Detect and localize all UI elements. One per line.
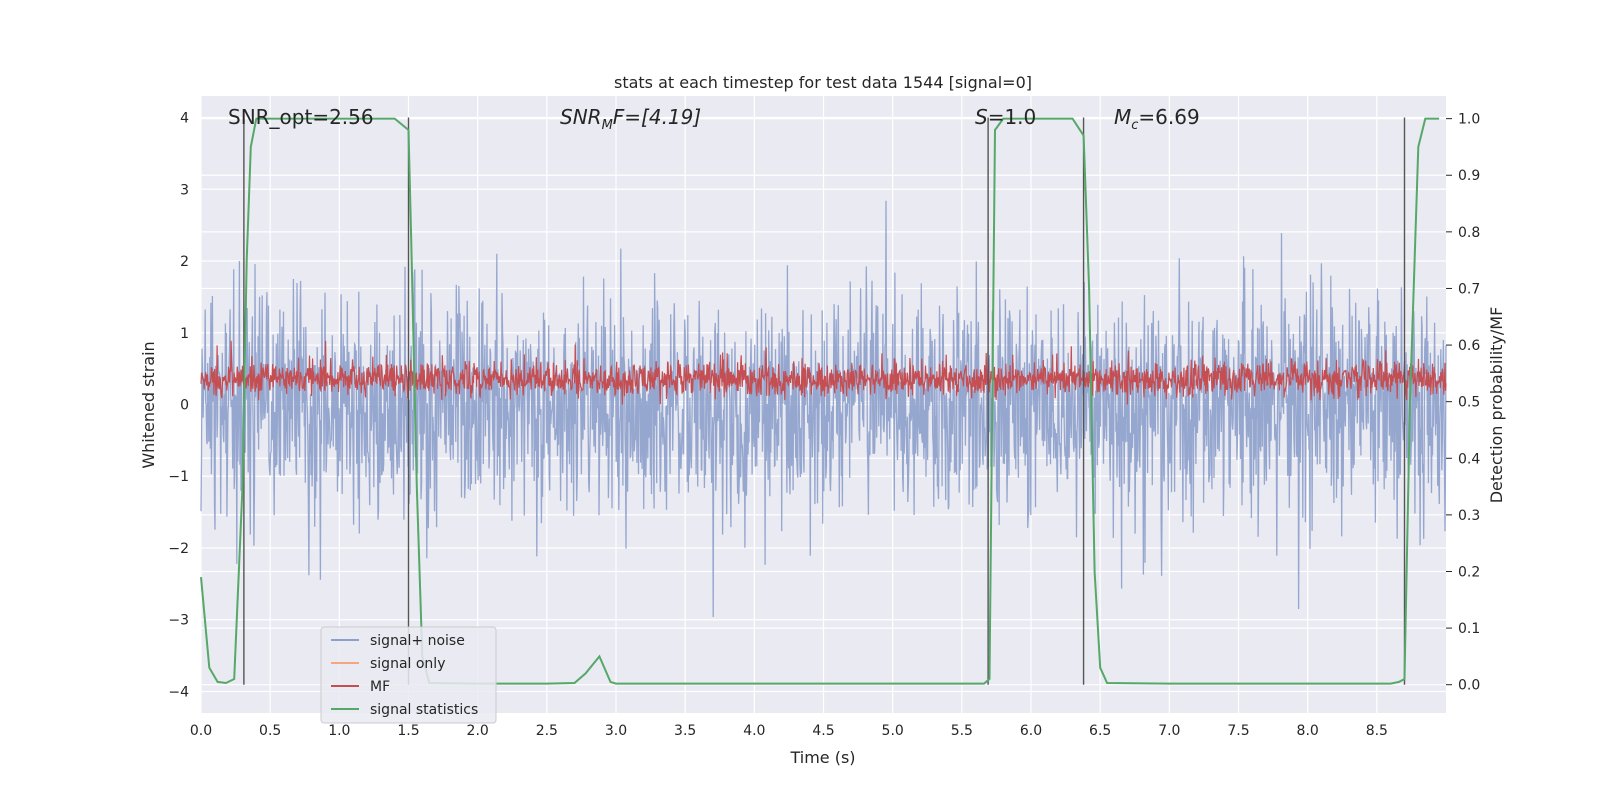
y2-tick-label: 0.7: [1458, 281, 1480, 297]
x-tick-label: 1.5: [397, 723, 419, 739]
y2-tick-label: 0.9: [1458, 168, 1480, 184]
x-tick-label: 4.5: [812, 723, 834, 739]
y-tick-label: −1: [168, 469, 189, 485]
y-tick-label: 0: [180, 398, 189, 414]
x-tick-label: 8.5: [1366, 723, 1388, 739]
annotation-snr-mf: SNRMF=[4.19]: [560, 105, 701, 133]
annotation-mc-sub: c: [1131, 118, 1138, 133]
legend-label-signal-statistics: signal statistics: [370, 702, 478, 718]
y-axis-label: Whitened strain: [139, 341, 158, 468]
x-axis-label: Time (s): [789, 748, 855, 767]
x-tick-label: 3.0: [605, 723, 627, 739]
x-tick-label: 5.5: [951, 723, 973, 739]
x-tick-label: 3.5: [674, 723, 696, 739]
annotation-s-rest: =1.0: [988, 105, 1037, 129]
legend-box: [320, 626, 497, 724]
x-axis-ticks: 0.0 0.5 1.0 1.5 2.0 2.5 3.0 3.5 4.0 4.5 5.0 5.5 6.0 6…: [190, 723, 1388, 739]
x-tick-label: 4.0: [743, 723, 765, 739]
y-tick-label: 2: [180, 254, 189, 270]
y2-tick-label: 1.0: [1458, 112, 1480, 128]
annotation-mc-main: M: [1114, 105, 1131, 129]
annotation-mc-rest: =6.69: [1138, 105, 1199, 129]
x-tick-label: 6.5: [1089, 723, 1111, 739]
annotation-snr-opt: SNR_opt=2.56: [228, 105, 374, 129]
vertical-markers: [243, 117, 1406, 685]
legend-label-signal-noise: signal+ noise: [370, 633, 465, 649]
y2-axis-ticks: 1.0 0.9 0.8 0.7 0.6 0.5 0.4 0.3 0.2 0.1 0.0: [1446, 112, 1480, 694]
legend-label-signal-only: signal only: [370, 656, 445, 672]
chart-title: stats at each timestep for test data 154…: [614, 73, 1032, 92]
annotation-s: S=1.0: [975, 105, 1036, 129]
y2-tick-label: 0.8: [1458, 225, 1480, 241]
y2-tick-label: 0.5: [1458, 395, 1480, 411]
annotation-snr-mf-main: SNR: [560, 105, 602, 129]
x-tick-label: 0.0: [190, 723, 212, 739]
x-tick-label: 7.5: [1227, 723, 1249, 739]
annotation-mc: Mc=6.69: [1114, 105, 1200, 133]
signal-statistics-line: [200, 117, 1440, 685]
legend: signal+ noise signal only MF signal stat…: [320, 626, 497, 724]
y-tick-label: 3: [180, 182, 189, 198]
legend-label-mf: MF: [370, 679, 390, 695]
y-tick-label: 1: [180, 326, 189, 342]
x-tick-label: 2.5: [536, 723, 558, 739]
y2-tick-label: 0.4: [1458, 451, 1480, 467]
x-tick-label: 8.0: [1297, 723, 1319, 739]
y-axis-ticks: 4 3 2 1 0 −1 −2 −3 −4: [168, 111, 189, 701]
x-tick-label: 0.5: [259, 723, 281, 739]
x-tick-label: 1.0: [328, 723, 350, 739]
y2-tick-label: 0.3: [1458, 508, 1480, 524]
x-tick-label: 7.0: [1158, 723, 1180, 739]
y2-tick-label: 0.6: [1458, 338, 1480, 354]
annotation-s-main: S: [975, 105, 988, 129]
annotation-snr-mf-sub: M: [602, 118, 613, 133]
y2-tick-label: 0.1: [1458, 621, 1480, 637]
x-tick-label: 6.0: [1020, 723, 1042, 739]
x-tick-label: 2.0: [467, 723, 489, 739]
y-tick-label: 4: [180, 111, 189, 127]
y2-tick-label: 0.0: [1458, 678, 1480, 694]
annotation-snr-mf-rest: F=[4.19]: [613, 105, 701, 129]
y-tick-label: −4: [168, 684, 189, 700]
signal-statistics-series: [200, 117, 1440, 685]
y2-axis-label: Detection probability/MF: [1487, 307, 1506, 504]
y-tick-label: −2: [168, 541, 189, 557]
y2-tick-label: 0.2: [1458, 564, 1480, 580]
x-tick-label: 5.0: [882, 723, 904, 739]
y-tick-label: −3: [168, 613, 189, 629]
